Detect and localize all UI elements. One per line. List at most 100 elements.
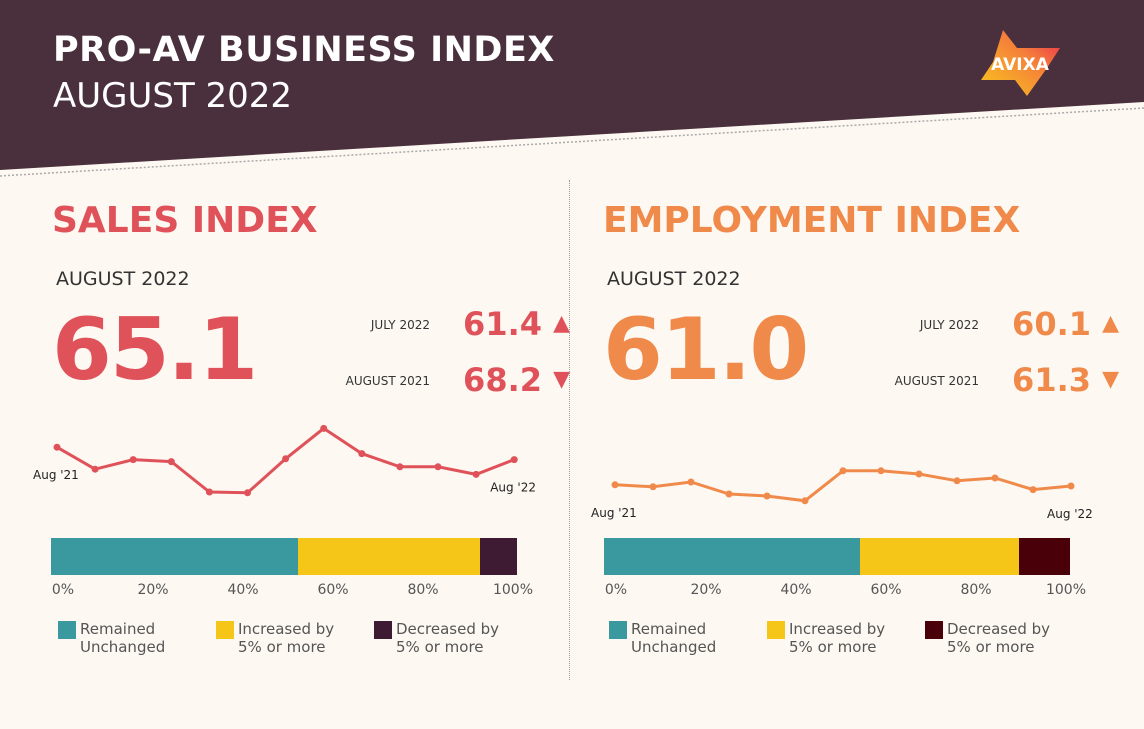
data-point-5 (244, 489, 251, 497)
data-point-3 (725, 490, 733, 498)
legend-label: Remained Unchanged (80, 620, 166, 656)
legend-item: Increased by 5% or more (216, 620, 374, 656)
tick-label: 0% (604, 582, 628, 598)
bar-ticks: 0% 20% 40% 60% 80% 100% (604, 582, 1087, 600)
tick-label: 20% (690, 582, 722, 598)
panel-divider (569, 180, 570, 680)
bar-segment-2 (479, 538, 517, 575)
legend: Remained Unchanged Increased by 5% or mor… (58, 620, 532, 656)
legend-label: Decreased by 5% or more (947, 620, 1051, 656)
legend-item: Increased by 5% or more (767, 620, 925, 656)
bar-segment-0 (51, 538, 298, 575)
avixa-logo: AVIXA (981, 30, 1060, 96)
employment-panel: EMPLOYMENT INDEX AUGUST 2022 61.0 JULY 2… (591, 0, 1143, 729)
comparison-0: JULY 2022 60.1 ▲ (819, 305, 1119, 345)
legend-label: Increased by 5% or more (238, 620, 335, 656)
page-title: PRO-AV BUSINESS INDEX (53, 30, 555, 70)
data-point-1 (91, 465, 99, 473)
arrow-down-icon: ▼ (1102, 367, 1119, 392)
tick-label: 100% (492, 582, 534, 598)
stacked-bar (604, 538, 1070, 575)
data-point-0 (611, 481, 619, 489)
legend-item: Decreased by 5% or more (925, 620, 1083, 656)
bar-ticks: 0% 20% 40% 60% 80% 100% (51, 582, 534, 600)
index-title: EMPLOYMENT INDEX (603, 200, 1021, 241)
comparison-1: AUGUST 2021 61.3 ▼ (819, 361, 1119, 401)
legend: Remained Unchanged Increased by 5% or mor… (609, 620, 1083, 656)
data-point-12 (1067, 482, 1075, 490)
data-point-8 (915, 470, 923, 478)
tick-label: 80% (960, 582, 992, 598)
bar-segment-1 (297, 538, 480, 575)
bar-segment-1 (860, 538, 1019, 575)
data-point-8 (358, 450, 366, 458)
data-point-3 (167, 458, 175, 466)
tick-label: 40% (780, 582, 812, 598)
data-point-2 (687, 478, 695, 486)
legend-swatch (609, 621, 627, 639)
x-axis-label: Aug '22 (1047, 507, 1093, 521)
x-axis-label: Aug '21 (33, 468, 79, 482)
legend-swatch (216, 621, 234, 639)
data-point-6 (282, 455, 290, 463)
arrow-up-icon: ▲ (553, 311, 570, 336)
tick-label: 60% (870, 582, 902, 598)
data-point-2 (129, 456, 137, 464)
data-point-0 (53, 443, 61, 451)
current-index-value: 61.0 (603, 300, 809, 400)
comparison-label: AUGUST 2021 (345, 374, 430, 388)
comparison-1: AUGUST 2021 68.2 ▼ (270, 361, 570, 401)
legend-item: Decreased by 5% or more (374, 620, 532, 656)
data-point-7 (320, 424, 328, 432)
current-index-value: 65.1 (52, 300, 258, 400)
current-period-label: AUGUST 2022 (56, 268, 190, 290)
tick-label: 60% (317, 582, 349, 598)
x-axis-label: Aug '22 (490, 481, 536, 495)
data-point-9 (953, 477, 961, 485)
legend-swatch (767, 621, 785, 639)
tick-label: 80% (407, 582, 439, 598)
tick-label: 0% (51, 582, 75, 598)
tick-label: 20% (137, 582, 169, 598)
legend-swatch (58, 621, 76, 639)
data-point-4 (205, 488, 213, 496)
legend-item: Remained Unchanged (58, 620, 216, 656)
arrow-up-icon: ▲ (1102, 311, 1119, 336)
data-point-9 (396, 463, 404, 471)
data-point-6 (839, 467, 847, 475)
data-point-11 (1029, 486, 1037, 494)
comparison-label: JULY 2022 (370, 318, 430, 332)
legend-item: Remained Unchanged (609, 620, 767, 656)
comparison-0: JULY 2022 61.4 ▲ (270, 305, 570, 345)
comparison-value: 61.4 (463, 305, 542, 343)
comparison-label: JULY 2022 (919, 318, 979, 332)
comparison-value: 60.1 (1012, 305, 1091, 343)
data-point-12 (510, 456, 518, 464)
legend-label: Remained Unchanged (631, 620, 717, 656)
header-banner (0, 0, 1144, 177)
bar-segment-2 (1018, 538, 1070, 575)
stacked-bar (51, 538, 517, 575)
data-point-11 (472, 470, 480, 478)
legend-swatch (374, 621, 392, 639)
comparison-value: 68.2 (463, 361, 542, 399)
legend-swatch (925, 621, 943, 639)
index-title: SALES INDEX (52, 200, 318, 241)
bar-segment-0 (604, 538, 861, 575)
trend-line-chart: Aug '21 Aug '22 (591, 467, 1093, 521)
tick-label: 40% (227, 582, 259, 598)
data-point-1 (649, 483, 657, 491)
trend-line-chart: Aug '21 Aug '22 (33, 424, 536, 497)
comparison-value: 61.3 (1012, 361, 1091, 399)
x-axis-label: Aug '21 (591, 506, 637, 520)
data-point-7 (877, 467, 885, 475)
current-period-label: AUGUST 2022 (607, 268, 741, 290)
data-point-10 (434, 463, 442, 471)
comparison-label: AUGUST 2021 (894, 374, 979, 388)
svg-text:AVIXA: AVIXA (991, 55, 1050, 75)
legend-label: Increased by 5% or more (789, 620, 886, 656)
data-point-5 (801, 497, 809, 505)
tick-label: 100% (1045, 582, 1087, 598)
sales-panel: SALES INDEX AUGUST 2022 65.1 JULY 2022 6… (33, 0, 592, 729)
arrow-down-icon: ▼ (553, 367, 570, 392)
